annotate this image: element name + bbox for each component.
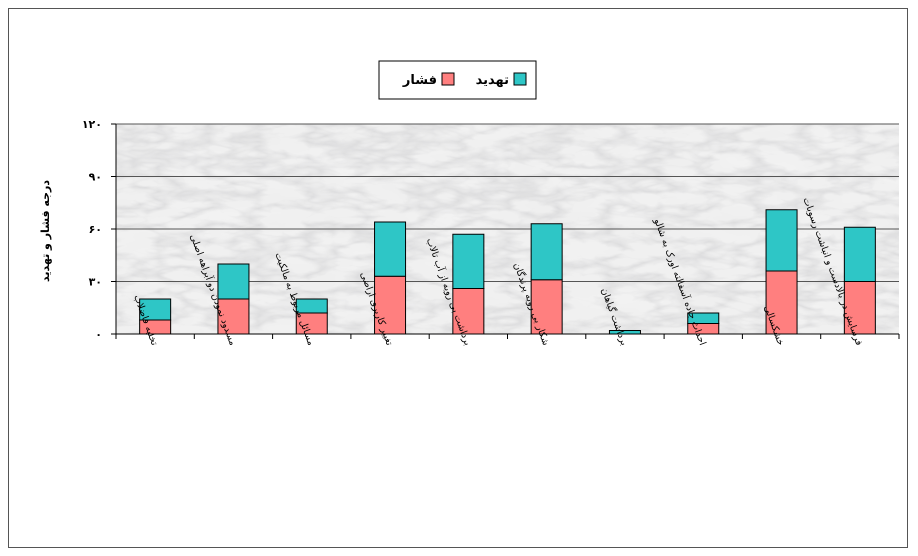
- bar-segment-tahdid: [687, 312, 720, 324]
- bar-segment-feshar: [530, 279, 563, 335]
- legend: تهدید فشار: [378, 60, 537, 100]
- y-tick-labels: ۰ ۳۰ ۶۰ ۹۰ ۱۲۰: [82, 118, 116, 341]
- bar-segment-tahdid: [217, 263, 250, 300]
- y-tick-label: ۳۰: [89, 276, 102, 289]
- y-tick-label: ۹۰: [89, 171, 102, 184]
- y-axis-label: درجه فشار و تهدید: [39, 180, 52, 282]
- bar-segment-tahdid: [295, 298, 328, 314]
- bar-segment-feshar: [765, 270, 798, 335]
- bar-segment-tahdid: [530, 223, 563, 281]
- bar-segment-tahdid: [452, 233, 485, 289]
- bar-segment-tahdid: [374, 221, 407, 277]
- y-tick-label: ۰: [95, 328, 102, 341]
- bar-segment-tahdid: [843, 226, 876, 282]
- legend-label-feshar: فشار: [402, 73, 437, 88]
- legend-label-tahdid: تهدید: [476, 73, 509, 88]
- y-tick-label: ۶۰: [89, 223, 102, 236]
- legend-box: [378, 60, 537, 100]
- bar-segment-tahdid: [765, 209, 798, 272]
- y-tick-label: ۱۲۰: [82, 118, 102, 131]
- legend-swatch-tahdid: [513, 72, 527, 86]
- bar-segment-feshar: [843, 281, 876, 335]
- bar-segment-tahdid: [139, 298, 172, 321]
- chart-frame: ۰ ۳۰ ۶۰ ۹۰ ۱۲۰ تخلیه فاضلاب مسدود نمودن دو آب…: [8, 8, 908, 548]
- legend-swatch-feshar: [441, 72, 455, 86]
- bars: [139, 209, 876, 335]
